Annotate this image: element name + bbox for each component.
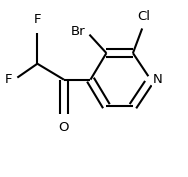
Text: F: F — [5, 73, 13, 86]
Text: F: F — [34, 13, 41, 26]
Text: Cl: Cl — [137, 10, 150, 23]
Text: Br: Br — [70, 25, 85, 38]
Text: O: O — [59, 121, 69, 134]
Text: N: N — [153, 73, 162, 86]
